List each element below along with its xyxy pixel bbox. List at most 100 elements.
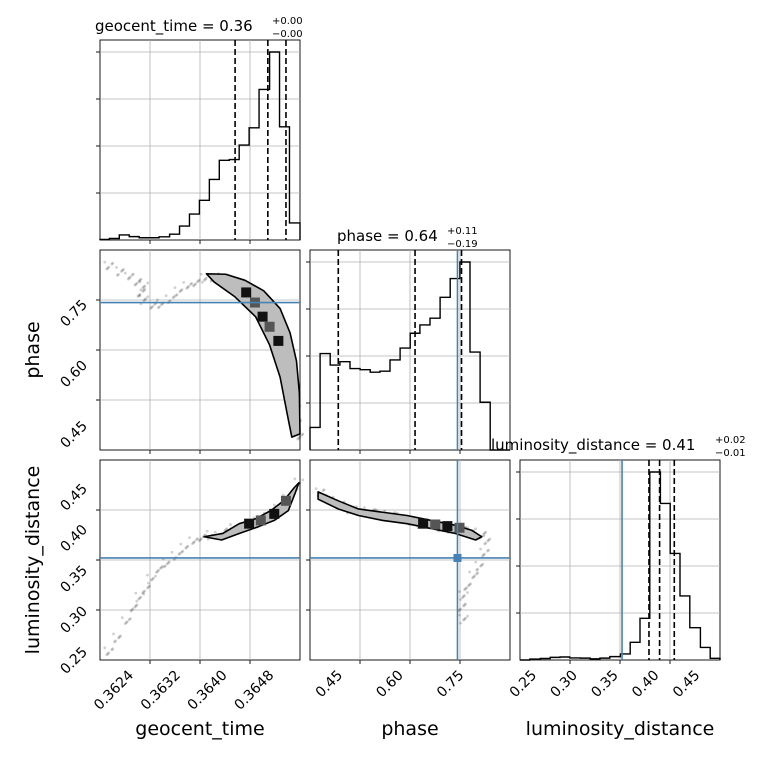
- luminosity-distance-xtick-label: 0.40: [629, 668, 662, 701]
- ld-vs-geocent-time-density-cell: [255, 515, 266, 526]
- ld-vs-phase-sample: [483, 531, 487, 535]
- phase-vs-geocent-time-sample: [138, 294, 142, 298]
- ld-vs-phase-sample: [458, 613, 461, 617]
- phase-vs-geocent-time-sample: [141, 290, 145, 293]
- ld-vs-phase-sample: [464, 602, 467, 606]
- y-axis-label-phase: phase: [22, 321, 44, 378]
- phase-vs-geocent-time-sample: [139, 288, 143, 292]
- phase-vs-geocent-time-sample: [171, 296, 175, 300]
- ld-vs-phase-sample: [383, 509, 387, 513]
- ld-vs-phase-sample: [462, 618, 465, 622]
- ld-vs-geocent-time-sample: [157, 568, 160, 572]
- phase-vs-geocent-time-sample: [151, 304, 155, 308]
- phase-vs-geocent-time-sample: [168, 299, 172, 303]
- ld-vs-geocent-time-sample: [127, 618, 131, 622]
- ld-vs-phase-sample: [459, 607, 462, 611]
- ld-vs-geocent-time-sample: [134, 604, 138, 608]
- phase-vs-geocent-time-sample: [179, 289, 183, 293]
- phase-vs-geocent-time-sample: [144, 297, 148, 301]
- ld-vs-phase-sample: [483, 552, 486, 556]
- phase-vs-geocent-time-sample: [158, 305, 161, 309]
- ld-vs-phase-density-cell: [418, 518, 429, 529]
- ld-vs-geocent-time-sample: [293, 477, 297, 481]
- phase-vs-geocent-time-sample: [175, 293, 179, 297]
- geocent-time-xtick-label: 0.3632: [138, 668, 184, 714]
- phase-vs-geocent-time-density-cell: [257, 311, 268, 322]
- ld-vs-geocent-time-sample: [225, 527, 229, 531]
- hist-phase-step: [309, 261, 510, 451]
- phase-vs-geocent-time-sample: [173, 286, 177, 290]
- phase-vs-geocent-time-sample: [146, 281, 150, 285]
- phase-vs-geocent-time-sample: [107, 265, 111, 269]
- ld-vs-geocent-time-sample: [196, 537, 199, 541]
- phase-vs-geocent-time-sample: [142, 299, 146, 303]
- ld-vs-geocent-time-sample: [111, 647, 115, 651]
- ld-vs-phase-sample: [462, 595, 465, 598]
- phase-vs-geocent-time-sample: [192, 284, 195, 288]
- phase-vs-geocent-time-sample: [149, 306, 153, 310]
- ld-vs-phase-sample: [487, 548, 490, 552]
- phase-vs-geocent-time-sample: [156, 298, 159, 302]
- ld-vs-phase-density-cell: [430, 519, 441, 530]
- phase-vs-geocent-time-sample: [103, 260, 107, 264]
- phase-vs-geocent-time-sample: [202, 278, 206, 282]
- ld-vs-geocent-time-sample: [141, 591, 145, 595]
- ld-vs-phase-sample: [487, 538, 491, 542]
- phase-vs-geocent-time-sample: [121, 269, 124, 272]
- ld-vs-geocent-time-sample: [272, 503, 276, 507]
- phase-vs-geocent-time-sample: [300, 433, 304, 437]
- ld-vs-phase-truth-marker: [453, 553, 462, 562]
- ld-vs-geocent-time-sample: [166, 561, 170, 565]
- ld-vs-geocent-time-sample: [186, 544, 190, 548]
- ld-vs-geocent-time-sample: [148, 584, 152, 588]
- phase-ytick-label: 0.60: [57, 358, 90, 391]
- phase-title-sub: −0.19: [447, 239, 478, 250]
- phase-vs-geocent-time-sample: [197, 279, 200, 283]
- phase-vs-geocent-time-sample: [142, 289, 146, 292]
- ld-vs-geocent-time-sample: [110, 648, 114, 652]
- phase-vs-geocent-time-sample: [143, 284, 147, 288]
- ld-vs-phase-sample: [475, 572, 479, 576]
- ld-vs-geocent-time-sample: [301, 478, 305, 482]
- phase-vs-geocent-time-sample: [200, 280, 204, 284]
- ld-vs-geocent-time-sample: [161, 564, 164, 568]
- phase-vs-geocent-time-sample: [143, 288, 147, 291]
- phase-vs-geocent-time-sample: [115, 266, 118, 269]
- luminosity-distance-ytick-label: 0.40: [57, 522, 90, 555]
- ld-vs-phase-sample: [486, 539, 490, 543]
- phase-vs-geocent-time-sample: [131, 272, 135, 276]
- ld-vs-geocent-time-sample: [128, 617, 132, 621]
- luminosity-distance-ytick-label: 0.25: [57, 644, 90, 677]
- phase-vs-geocent-time-sample: [135, 281, 139, 285]
- luminosity-distance-ytick-label: 0.45: [57, 481, 90, 514]
- phase-vs-geocent-time-sample: [117, 273, 120, 276]
- ld-vs-phase-sample: [466, 614, 469, 618]
- ld-vs-geocent-time-sample: [170, 550, 174, 554]
- ld-vs-phase-sample: [463, 588, 466, 592]
- ld-vs-phase-sample: [482, 532, 486, 536]
- luminosity-distance-ytick-label: 0.30: [57, 603, 90, 636]
- luminosity-distance-ytick-label: 0.35: [57, 563, 90, 596]
- ld-vs-geocent-time-sample: [147, 581, 150, 585]
- ld-vs-phase-sample: [486, 549, 489, 553]
- phase-vs-geocent-time-sample: [138, 278, 142, 282]
- luminosity-distance-xtick-label: 0.45: [670, 668, 703, 701]
- hist-luminosity-distance-step: [520, 471, 721, 661]
- phase-vs-geocent-time-sample: [122, 268, 125, 271]
- ld-vs-phase-sample: [469, 582, 472, 586]
- phase-vs-geocent-time-sample: [174, 294, 178, 298]
- ld-vs-phase-sample: [466, 591, 469, 594]
- ld-vs-geocent-time-sample: [178, 551, 182, 555]
- ld-vs-phase-sample: [459, 621, 462, 625]
- luminosity-distance-title-sup: +0.02: [715, 435, 746, 446]
- phase-vs-geocent-time-sample: [138, 280, 142, 284]
- ld-vs-geocent-time-sample: [203, 533, 207, 537]
- ld-vs-phase-sample: [462, 604, 465, 608]
- ld-vs-geocent-time-density-cell: [244, 518, 255, 529]
- phase-vs-geocent-time-sample: [204, 276, 208, 280]
- phase-vs-geocent-time-sample: [138, 293, 142, 296]
- x-axis-label-phase: phase: [381, 718, 438, 740]
- phase-vs-geocent-time-density-cell: [264, 321, 275, 332]
- ld-vs-geocent-time-sample: [155, 570, 158, 574]
- phase-vs-geocent-time-sample: [123, 271, 127, 275]
